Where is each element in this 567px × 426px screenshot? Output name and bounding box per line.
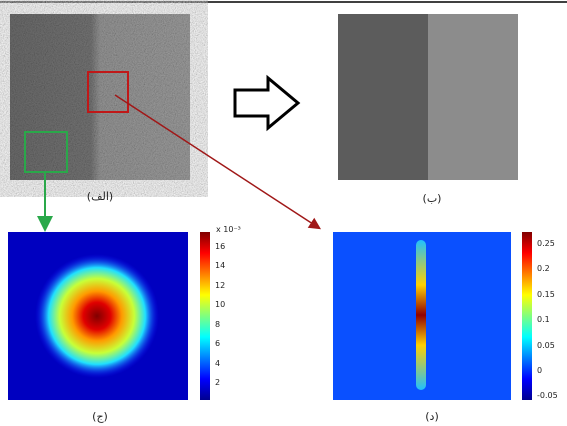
colorbar-tick: 0.25 bbox=[537, 239, 555, 248]
colorbar-tick: 0.05 bbox=[537, 341, 555, 350]
red-box bbox=[87, 71, 129, 113]
colorbar-tick: 16 bbox=[215, 242, 226, 251]
heatmap-blob bbox=[35, 254, 159, 378]
hollow-arrow bbox=[233, 74, 301, 132]
panel-label: (د) bbox=[425, 410, 439, 423]
colorbar-tick: 6 bbox=[215, 339, 221, 348]
red-arrow bbox=[114, 94, 322, 230]
colorbar-tick: 8 bbox=[215, 320, 221, 329]
colorbar-tick: 2 bbox=[215, 378, 221, 387]
colorbar bbox=[522, 232, 532, 400]
panel-label: (ج) bbox=[92, 410, 108, 423]
colorbar-exponent: x 10⁻³ bbox=[216, 225, 241, 234]
noisy-image bbox=[10, 14, 190, 180]
colorbar-tick: 0.1 bbox=[537, 315, 550, 324]
colorbar-tick: -0.05 bbox=[537, 391, 558, 400]
colorbar-tick: 10 bbox=[215, 300, 226, 309]
colorbar-tick: 14 bbox=[215, 261, 226, 270]
clean-image-left bbox=[338, 14, 428, 180]
colorbar-tick: 12 bbox=[215, 281, 226, 290]
panel-label: (الف) bbox=[86, 190, 114, 203]
colorbar-tick: 4 bbox=[215, 359, 221, 368]
clean-image-right bbox=[428, 14, 518, 180]
colorbar bbox=[200, 232, 210, 400]
heatmap-streak bbox=[416, 240, 426, 390]
colorbar-tick: 0 bbox=[537, 366, 543, 375]
panel-label: (ب) bbox=[422, 192, 442, 205]
colorbar-tick: 0.15 bbox=[537, 290, 555, 299]
colorbar-tick: 0.2 bbox=[537, 264, 550, 273]
